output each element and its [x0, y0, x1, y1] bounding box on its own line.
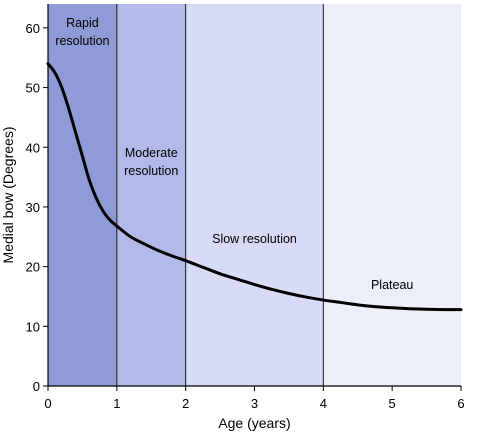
y-tick-label-5: 50 [26, 81, 40, 96]
x-axis-title: Age (years) [218, 415, 290, 431]
zone-label-2-line-0: Slow resolution [212, 232, 297, 246]
y-tick-label-6: 60 [26, 21, 40, 36]
x-tick-label-0: 0 [44, 396, 51, 411]
x-tick-label-4: 4 [320, 396, 327, 411]
y-axis-title: Medial bow (Degrees) [0, 127, 16, 264]
resolution-zones [48, 4, 461, 386]
zone-band-2 [185, 4, 324, 386]
zone-band-1 [116, 4, 186, 386]
x-tick-label-2: 2 [182, 396, 189, 411]
x-tick-label-1: 1 [113, 396, 120, 411]
y-tick-label-1: 10 [26, 319, 40, 334]
y-tick-label-2: 20 [26, 260, 40, 275]
zone-label-1-line-0: Moderate [125, 146, 178, 160]
zone-label-0-line-0: Rapid [66, 16, 99, 30]
x-tick-label-6: 6 [457, 396, 464, 411]
zone-band-3 [323, 4, 461, 386]
y-tick-label-0: 0 [33, 379, 40, 394]
zone-label-0-line-1: resolution [55, 34, 109, 48]
zone-dividers [116, 4, 324, 386]
zone-label-1-line-1: resolution [124, 164, 178, 178]
zone-band-0 [48, 4, 117, 386]
zone-labels: Rapid resolution Moderate resolution Slow re… [55, 16, 413, 292]
zone-label-3-line-0: Plateau [371, 278, 413, 292]
x-tick-label-3: 3 [251, 396, 258, 411]
x-tick-label-5: 5 [389, 396, 396, 411]
y-tick-label-3: 30 [26, 200, 40, 215]
y-tick-label-4: 40 [26, 140, 40, 155]
series-layer [46, 62, 463, 312]
series-line-0 [46, 62, 463, 312]
